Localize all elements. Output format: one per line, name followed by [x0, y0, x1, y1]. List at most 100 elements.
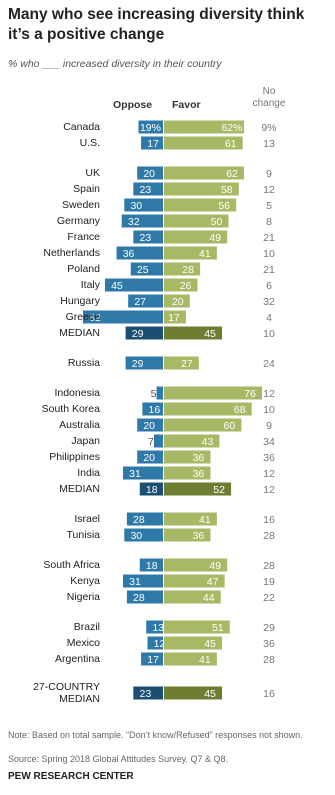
value-label: 28	[133, 592, 145, 604]
value-label: 20	[143, 168, 155, 180]
no-change-value: 5	[266, 200, 272, 212]
bar-favor	[164, 466, 211, 480]
bar-oppose	[141, 652, 163, 666]
value-label: 58	[221, 184, 233, 196]
value-label: 23	[139, 184, 151, 196]
value-label: 13	[152, 622, 164, 634]
bar-favor	[164, 120, 244, 134]
chart-subtitle: % who ___ increased diversity in their c…	[8, 58, 222, 70]
category-label: Japan	[71, 435, 100, 447]
value-label: 36	[193, 468, 205, 480]
value-label: 23	[139, 688, 151, 700]
no-change-value: 6	[266, 280, 272, 292]
bar-oppose	[116, 246, 163, 260]
category-label: Poland	[67, 263, 100, 275]
bar-oppose	[142, 402, 163, 416]
bar-oppose	[128, 294, 163, 308]
value-label: 45	[204, 328, 216, 340]
value-label: 52	[213, 484, 225, 496]
no-change-value: 21	[263, 232, 275, 244]
bar-favor	[164, 214, 229, 228]
value-label: 23	[139, 232, 151, 244]
bar-oppose	[137, 418, 163, 432]
no-change-value: 19	[263, 576, 275, 588]
bar-oppose	[133, 182, 163, 196]
no-change-value: 13	[263, 138, 275, 150]
value-label: 17	[147, 654, 159, 666]
bar-favor	[164, 166, 244, 180]
category-label: Israel	[74, 513, 100, 525]
value-label: 47	[207, 576, 219, 588]
no-change-value: 10	[263, 328, 275, 340]
source: Source: Spring 2018 Global Attitudes Sur…	[8, 754, 228, 764]
no-change-value: 12	[263, 184, 275, 196]
value-label: 56	[218, 200, 230, 212]
no-change-value: 9	[266, 168, 272, 180]
bar-oppose	[124, 198, 163, 212]
bar-favor	[164, 136, 243, 150]
category-label: Canada	[63, 121, 100, 133]
category-label: France	[67, 231, 100, 243]
no-change-value: 16	[263, 688, 275, 700]
category-label: 27-COUNTRY MEDIAN	[33, 681, 100, 705]
value-label: 17	[168, 312, 180, 324]
no-change-value: 16	[263, 514, 275, 526]
category-label: Kenya	[70, 575, 100, 587]
bar-favor	[164, 356, 199, 370]
legend-favor: Favor	[172, 99, 201, 111]
bar-oppose	[130, 262, 163, 276]
no-change-value: 12	[263, 468, 275, 480]
bar-oppose	[137, 166, 163, 180]
bar-favor	[164, 528, 211, 542]
category-label: MEDIAN	[59, 327, 100, 339]
bar-favor	[164, 182, 239, 196]
bar-oppose	[133, 686, 163, 700]
value-label: 30	[130, 530, 142, 542]
bar-oppose	[147, 636, 163, 650]
category-label: Argentina	[55, 653, 100, 665]
bar-oppose	[124, 528, 163, 542]
bar-favor	[164, 402, 252, 416]
value-label: 41	[199, 654, 211, 666]
bar-favor	[164, 512, 217, 526]
bar-favor	[164, 230, 228, 244]
no-change-value: 34	[263, 436, 275, 448]
bar-oppose	[133, 230, 163, 244]
value-label: 19%	[140, 122, 161, 134]
category-label: Philippines	[49, 451, 100, 463]
bar-favor	[164, 278, 198, 292]
value-label: 30	[130, 200, 142, 212]
no-change-value: 28	[263, 560, 275, 572]
chart-title: Many who see increasing diversity think …	[8, 6, 305, 43]
value-label: 45	[111, 280, 123, 292]
bar-favor	[164, 590, 221, 604]
no-change-value: 21	[263, 264, 275, 276]
category-label: MEDIAN	[59, 483, 100, 495]
credit: PEW RESEARCH CENTER	[8, 771, 134, 782]
bar-oppose	[156, 386, 163, 400]
category-label: India	[77, 467, 100, 479]
bar-oppose	[83, 310, 163, 324]
value-label: 32	[128, 216, 140, 228]
value-label: 20	[143, 452, 155, 464]
value-label: 49	[209, 560, 221, 572]
value-label: 31	[129, 576, 141, 588]
category-label: South Africa	[43, 559, 100, 571]
value-label: 45	[204, 638, 216, 650]
bar-oppose	[138, 120, 163, 134]
value-label: 18	[146, 560, 158, 572]
value-label: 27	[134, 296, 146, 308]
category-label: Hungary	[60, 295, 100, 307]
category-label: South Korea	[41, 403, 100, 415]
value-label: 29	[132, 358, 144, 370]
bar-oppose	[104, 278, 163, 292]
bar-oppose	[125, 356, 163, 370]
value-label: 41	[199, 514, 211, 526]
bar-favor	[164, 310, 186, 324]
no-change-value: 12	[263, 388, 275, 400]
value-label: 76	[244, 388, 256, 400]
category-label: Tunisia	[66, 529, 100, 541]
value-label: 29	[132, 328, 144, 340]
no-change-value: 29	[263, 622, 275, 634]
